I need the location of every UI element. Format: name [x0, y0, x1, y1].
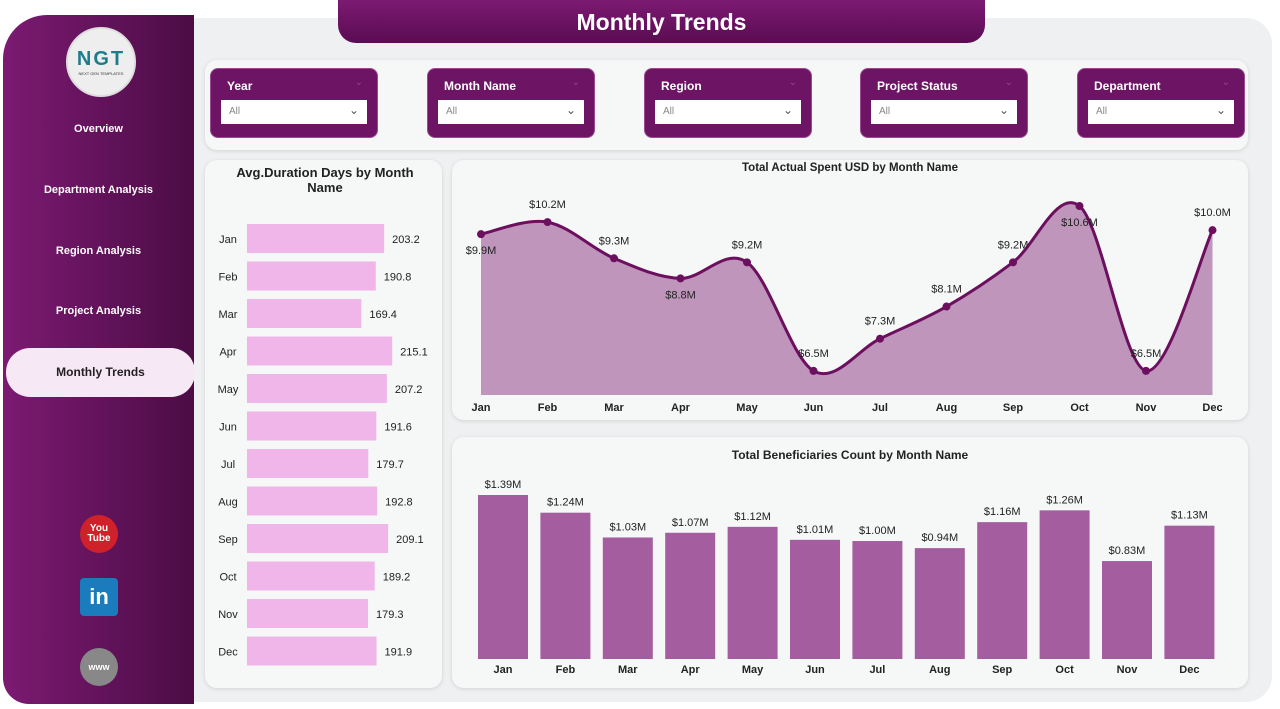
- sidebar-item-department-analysis[interactable]: Department Analysis: [43, 184, 154, 196]
- sidebar-item-monthly-trends[interactable]: Monthly Trends: [6, 348, 195, 397]
- chevron-down-icon: ⌄: [1215, 103, 1226, 117]
- filter-month-name[interactable]: Month Name ⌄ All ⌄: [427, 68, 595, 138]
- avg-duration-panel: Avg.Duration Days by Month Name: [205, 160, 442, 688]
- filter-dropdown[interactable]: All ⌄: [221, 100, 367, 124]
- filter-value: All: [879, 106, 891, 117]
- filter-value: All: [1096, 106, 1108, 117]
- filter-region[interactable]: Region ⌄ All ⌄: [644, 68, 812, 138]
- beneficiaries-panel: Total Beneficiaries Count by Month Name: [452, 437, 1248, 688]
- filter-value: All: [446, 106, 458, 117]
- logo-text: NGT: [76, 48, 126, 70]
- filter-dropdown[interactable]: All ⌄: [438, 100, 584, 124]
- chevron-down-icon: ⌄: [348, 103, 359, 117]
- linkedin-icon[interactable]: in: [80, 578, 118, 616]
- chevron-down-icon[interactable]: ⌄: [1004, 77, 1013, 88]
- logo-subtext: NEXT GEN TEMPLATES: [78, 71, 124, 76]
- beneficiaries-title: Total Beneficiaries Count by Month Name: [731, 448, 969, 462]
- page-title: Monthly Trends: [338, 0, 985, 43]
- sidebar-item-project-analysis[interactable]: Project Analysis: [55, 305, 142, 317]
- ngt-logo: NGT NEXT GEN TEMPLATES: [66, 27, 136, 97]
- globe-icon[interactable]: www: [80, 648, 118, 686]
- filter-label: Month Name: [444, 79, 516, 93]
- sidebar-item-overview[interactable]: Overview: [74, 123, 123, 135]
- chevron-down-icon[interactable]: ⌄: [354, 77, 363, 88]
- chevron-down-icon: ⌄: [998, 103, 1009, 117]
- chevron-down-icon: ⌄: [782, 103, 793, 117]
- sidebar: NGT NEXT GEN TEMPLATES Overview Departmen…: [3, 15, 195, 704]
- filter-dropdown[interactable]: All ⌄: [1088, 100, 1234, 124]
- filter-dropdown[interactable]: All ⌄: [871, 100, 1017, 124]
- chevron-down-icon: ⌄: [565, 103, 576, 117]
- filter-label: Year: [227, 79, 253, 93]
- actual-spent-title: Total Actual Spent USD by Month Name: [742, 162, 958, 174]
- filter-label: Region: [661, 79, 702, 93]
- filter-department[interactable]: Department ⌄ All ⌄: [1077, 68, 1245, 138]
- filter-value: All: [663, 106, 675, 117]
- avg-duration-title: Avg.Duration Days by Month Name: [236, 165, 414, 195]
- sidebar-item-region-analysis[interactable]: Region Analysis: [55, 245, 142, 257]
- filter-year[interactable]: Year ⌄ All ⌄: [210, 68, 378, 138]
- filter-project-status[interactable]: Project Status ⌄ All ⌄: [860, 68, 1028, 138]
- filter-dropdown[interactable]: All ⌄: [655, 100, 801, 124]
- youtube-icon[interactable]: You Tube: [80, 515, 118, 553]
- filter-label: Project Status: [877, 79, 958, 93]
- chevron-down-icon[interactable]: ⌄: [1221, 77, 1230, 88]
- filter-value: All: [229, 106, 241, 117]
- chevron-down-icon[interactable]: ⌄: [788, 77, 797, 88]
- chevron-down-icon[interactable]: ⌄: [571, 77, 580, 88]
- filter-label: Department: [1094, 79, 1161, 93]
- actual-spent-panel: Total Actual Spent USD by Month Name: [452, 160, 1248, 420]
